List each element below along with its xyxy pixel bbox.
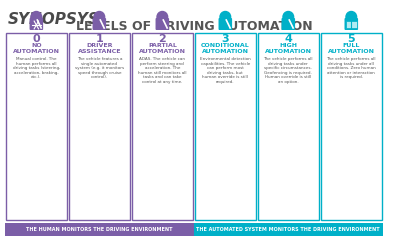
Text: THE AUTOMATED SYSTEM MONITORS THE DRIVING ENVIRONMENT: THE AUTOMATED SYSTEM MONITORS THE DRIVIN…	[196, 227, 380, 232]
FancyBboxPatch shape	[195, 33, 256, 220]
Circle shape	[157, 12, 168, 23]
Text: 4: 4	[284, 34, 292, 44]
Text: The vehicle performs all
driving tasks under all
conditions. Zero human
attentio: The vehicle performs all driving tasks u…	[326, 57, 376, 79]
FancyBboxPatch shape	[6, 33, 67, 220]
Text: LEVELS OF DRIVING AUTOMATION: LEVELS OF DRIVING AUTOMATION	[76, 20, 312, 33]
Text: 0: 0	[32, 34, 40, 44]
FancyBboxPatch shape	[282, 18, 295, 30]
FancyBboxPatch shape	[344, 18, 358, 30]
FancyBboxPatch shape	[92, 18, 106, 30]
FancyBboxPatch shape	[194, 223, 383, 236]
FancyBboxPatch shape	[156, 18, 169, 30]
Text: NO
AUTOMATION: NO AUTOMATION	[13, 43, 60, 54]
Text: 5: 5	[348, 34, 355, 44]
FancyBboxPatch shape	[258, 33, 319, 220]
Circle shape	[346, 12, 357, 23]
Circle shape	[283, 12, 294, 23]
Circle shape	[94, 12, 105, 23]
FancyBboxPatch shape	[346, 20, 357, 28]
FancyBboxPatch shape	[30, 18, 43, 30]
FancyBboxPatch shape	[218, 18, 232, 30]
FancyBboxPatch shape	[5, 223, 194, 236]
FancyBboxPatch shape	[132, 33, 193, 220]
Text: 2: 2	[158, 34, 166, 44]
Circle shape	[31, 12, 42, 23]
Circle shape	[220, 12, 231, 23]
FancyBboxPatch shape	[321, 33, 382, 220]
Text: ADAS. The vehicle can
perform steering and
acceleration. The
human still monitor: ADAS. The vehicle can perform steering a…	[138, 57, 186, 84]
Text: PARTIAL
AUTOMATION: PARTIAL AUTOMATION	[139, 43, 186, 54]
Text: FULL
AUTOMATION: FULL AUTOMATION	[328, 43, 375, 54]
Text: DRIVER
ASSISTANCE: DRIVER ASSISTANCE	[78, 43, 121, 54]
Text: CONDITIONAL
AUTOMATION: CONDITIONAL AUTOMATION	[201, 43, 250, 54]
Text: THE HUMAN MONITORS THE DRIVING ENVIRONMENT: THE HUMAN MONITORS THE DRIVING ENVIRONME…	[26, 227, 172, 232]
Text: The vehicle performs all
driving tasks under
specific circumstances.
Geofencing : The vehicle performs all driving tasks u…	[264, 57, 313, 84]
Text: HIGH
AUTOMATION: HIGH AUTOMATION	[265, 43, 312, 54]
FancyBboxPatch shape	[69, 33, 130, 220]
Text: Manual control. The
human performs all
driving tasks (steering,
acceleration, br: Manual control. The human performs all d…	[13, 57, 60, 79]
Text: 1: 1	[96, 34, 103, 44]
Text: Environmental detection
capabilities. The vehicle
can perform most
driving tasks: Environmental detection capabilities. Th…	[200, 57, 251, 84]
Text: SYNOPSYS: SYNOPSYS	[8, 12, 100, 27]
Text: The vehicle features a
single automated
system (e.g. it monitors
speed through c: The vehicle features a single automated …	[75, 57, 124, 79]
Text: 3: 3	[222, 34, 229, 44]
